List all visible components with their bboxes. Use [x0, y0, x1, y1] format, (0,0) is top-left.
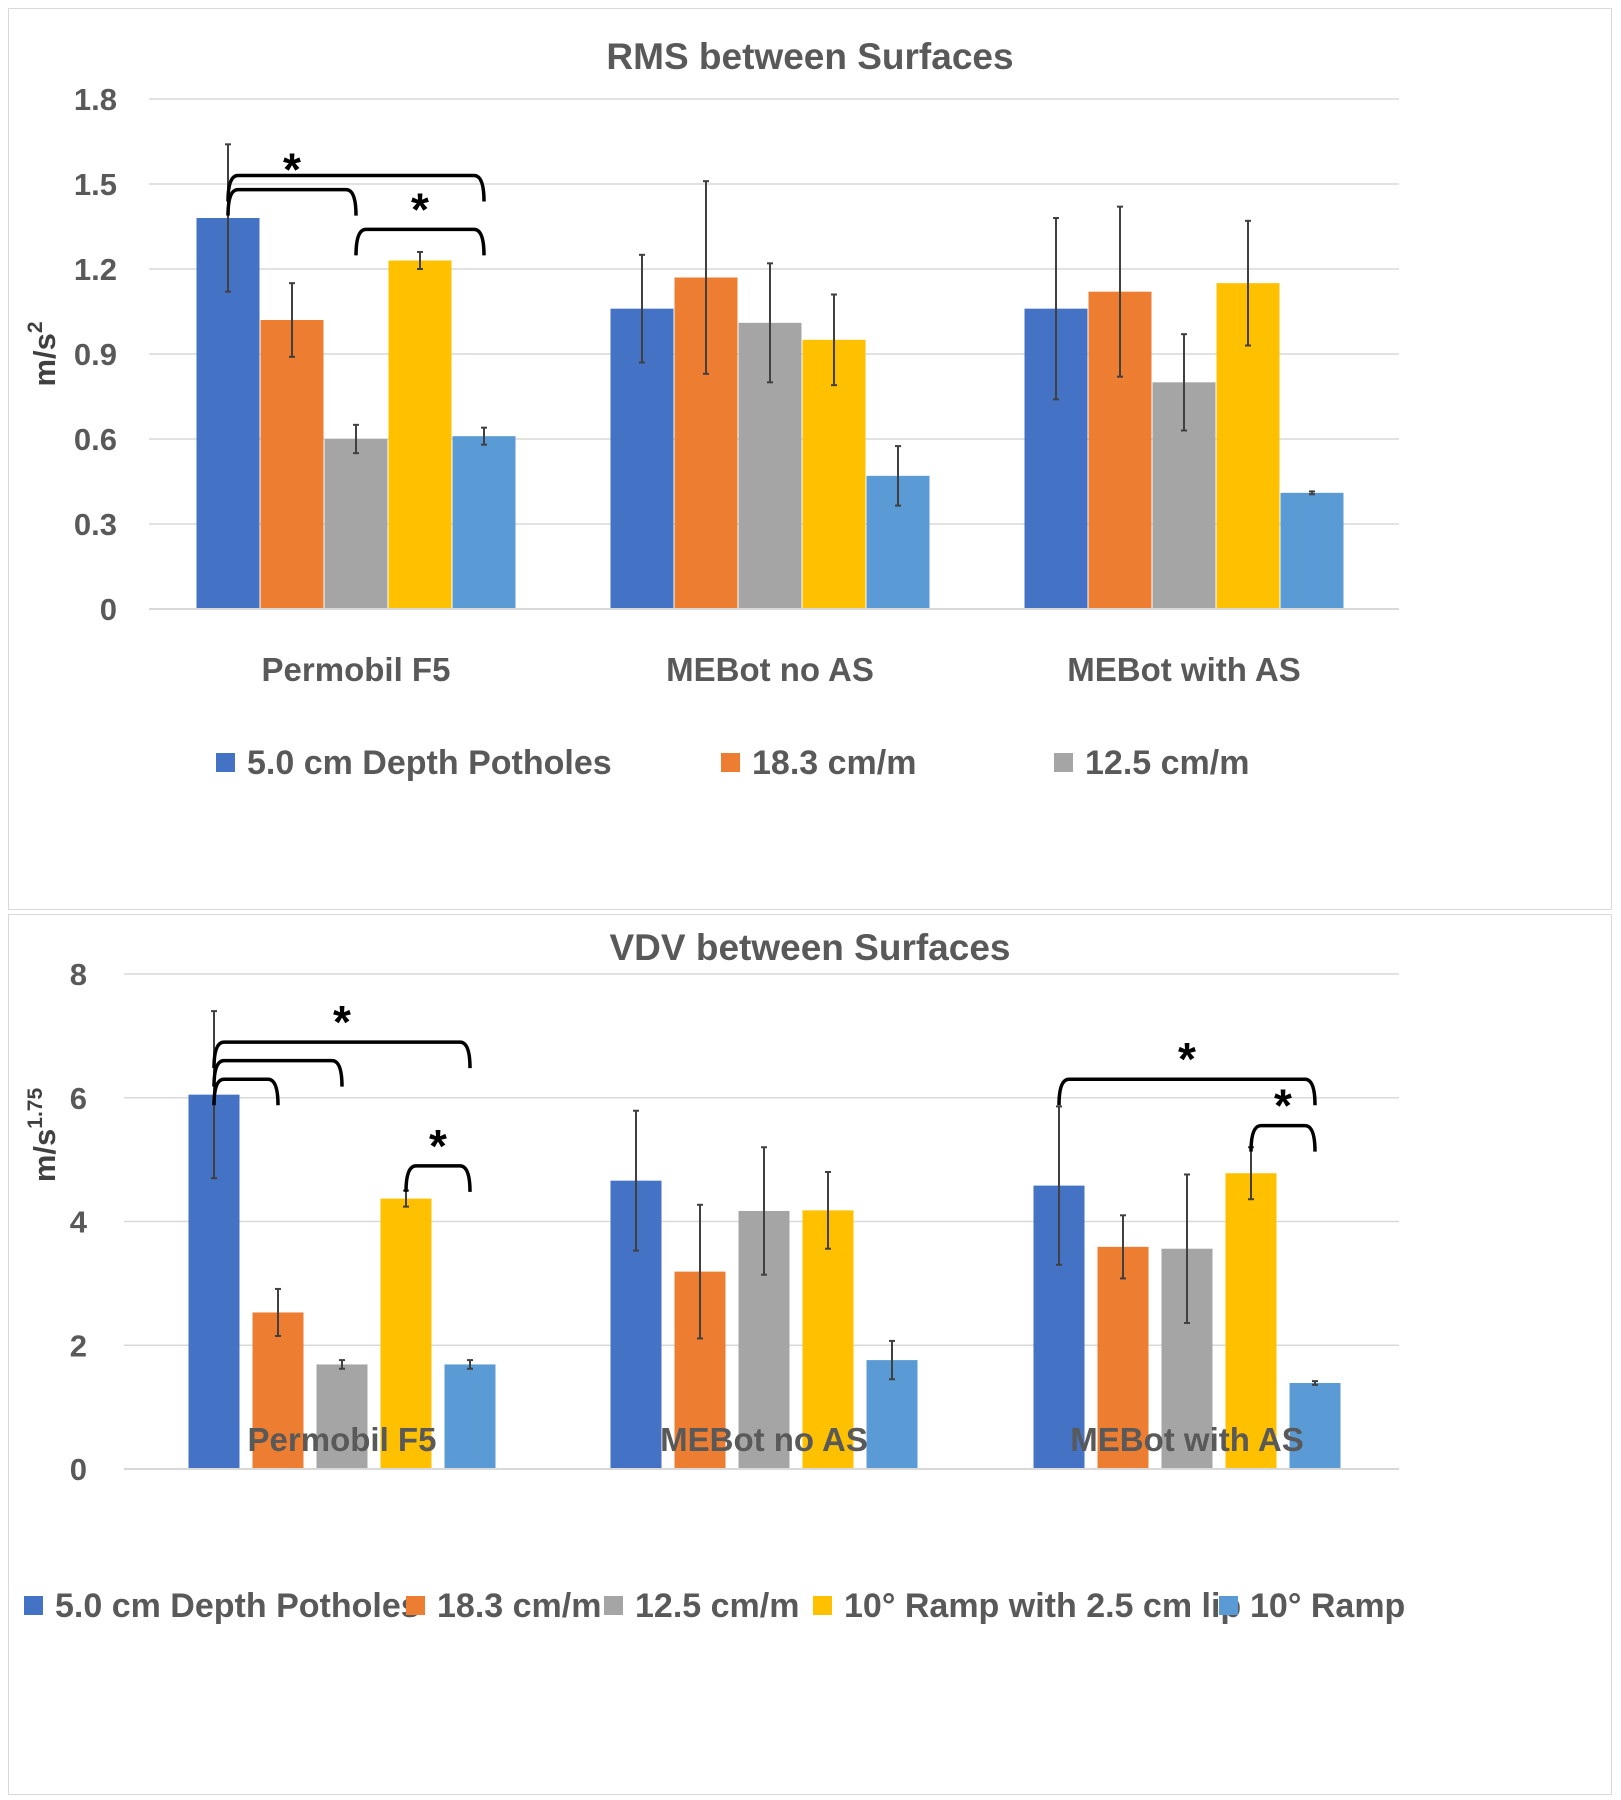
vdv-bar	[802, 1210, 854, 1469]
vdv-y-axis-label-exponent: 1.75	[24, 1088, 47, 1129]
vdv-legend-swatch	[813, 1596, 832, 1615]
vdv-chart-title: VDV between Surfaces	[610, 927, 1011, 968]
rms-bar	[388, 260, 452, 609]
rms-chart-title: RMS between Surfaces	[606, 36, 1013, 77]
rms-legend-label: 5.0 cm Depth Potholes	[247, 744, 612, 782]
vdv-chart: VDV between Surfaces 0 2 4 6 8 m/s1.75 Permobil…	[24, 927, 1405, 1625]
vdv-significance-bracket	[1057, 1077, 1317, 1106]
rms-significance-bracket	[226, 173, 486, 202]
rms-y-tick-label: 0.3	[74, 507, 117, 542]
rms-bar	[452, 436, 516, 609]
vdv-significance-star: *	[333, 996, 351, 1048]
rms-y-tick-label: 0.6	[74, 422, 117, 457]
vdv-legend-label: 18.3 cm/m	[437, 1587, 601, 1625]
rms-category-label: MEBot with AS	[1067, 651, 1300, 688]
vdv-y-tick-label: 8	[70, 957, 87, 992]
vdv-significance-star: *	[1178, 1033, 1196, 1085]
vdv-legend-swatch	[1219, 1596, 1238, 1615]
vdv-bar	[1097, 1246, 1149, 1469]
vdv-legend-label: 12.5 cm/m	[635, 1587, 799, 1625]
rms-y-axis-label-base: m/s	[27, 333, 62, 386]
vdv-y-axis-label-base: m/s	[27, 1129, 62, 1182]
rms-bar	[260, 320, 324, 609]
vdv-legend-swatch	[604, 1596, 623, 1615]
vdv-y-tick-label: 0	[70, 1452, 87, 1487]
vdv-legend-swatch	[24, 1596, 43, 1615]
rms-category-label: Permobil F5	[262, 651, 451, 688]
vdv-significance-star: *	[1274, 1080, 1292, 1132]
vdv-category-label: MEBot no AS	[660, 1421, 868, 1458]
rms-bar	[324, 439, 388, 609]
vdv-bar	[1225, 1173, 1277, 1469]
vdv-bar	[252, 1312, 304, 1469]
rms-significance-bracket	[226, 187, 358, 216]
vdv-legend-label: 10° Ramp	[1250, 1587, 1405, 1625]
rms-bar	[1280, 492, 1344, 609]
rms-y-tick-label: 1.8	[74, 82, 117, 117]
vdv-legend-label: 5.0 cm Depth Potholes	[55, 1587, 420, 1625]
vdv-significance-bracket	[212, 1040, 472, 1069]
vdv-y-tick-label: 2	[70, 1328, 87, 1363]
rms-legend-swatch	[1054, 753, 1073, 772]
vdv-category-label: MEBot with AS	[1070, 1421, 1303, 1458]
vdv-significance-bracket	[1249, 1123, 1317, 1152]
vdv-bar	[1289, 1382, 1341, 1469]
rms-y-axis-label: m/s2	[24, 321, 62, 386]
vdv-bar	[316, 1364, 368, 1469]
vdv-bar	[444, 1364, 496, 1469]
rms-y-tick-label: 0	[100, 592, 117, 627]
rms-significance-bracket	[354, 227, 486, 256]
rms-y-axis-label-exponent: 2	[24, 321, 47, 333]
vdv-significance-bracket	[212, 1077, 280, 1106]
vdv-legend-swatch	[406, 1596, 425, 1615]
rms-y-tick-label: 0.9	[74, 337, 117, 372]
vdv-y-tick-label: 4	[70, 1205, 88, 1240]
rms-legend-swatch	[216, 753, 235, 772]
rms-legend-label: 12.5 cm/m	[1085, 744, 1249, 782]
vdv-chart-panel: VDV between Surfaces 0 2 4 6 8 m/s1.75 Permobil…	[8, 914, 1612, 1795]
rms-chart: RMS between Surfaces 0 0.3 0.6 0.9 1.2 1.5 1.8 m…	[24, 36, 1399, 782]
rms-legend-swatch	[721, 753, 740, 772]
rms-significance-star: *	[411, 183, 429, 235]
rms-legend-label: 18.3 cm/m	[752, 744, 916, 782]
vdv-y-axis-label: m/s1.75	[24, 1088, 62, 1183]
vdv-category-label: Permobil F5	[248, 1421, 437, 1458]
rms-y-tick-label: 1.2	[74, 252, 117, 287]
rms-chart-panel: RMS between Surfaces 0 0.3 0.6 0.9 1.2 1.5 1.8 m…	[8, 8, 1612, 910]
vdv-significance-bracket	[212, 1058, 344, 1087]
vdv-y-tick-label: 6	[70, 1081, 87, 1116]
vdv-significance-star: *	[429, 1120, 447, 1172]
vdv-bar	[380, 1198, 432, 1469]
rms-y-tick-label: 1.5	[74, 167, 117, 202]
vdv-significance-bracket	[404, 1164, 472, 1192]
rms-category-label: MEBot no AS	[666, 651, 874, 688]
rms-significance-star: *	[283, 144, 301, 196]
vdv-legend-label: 10° Ramp with 2.5 cm lip	[844, 1587, 1241, 1625]
